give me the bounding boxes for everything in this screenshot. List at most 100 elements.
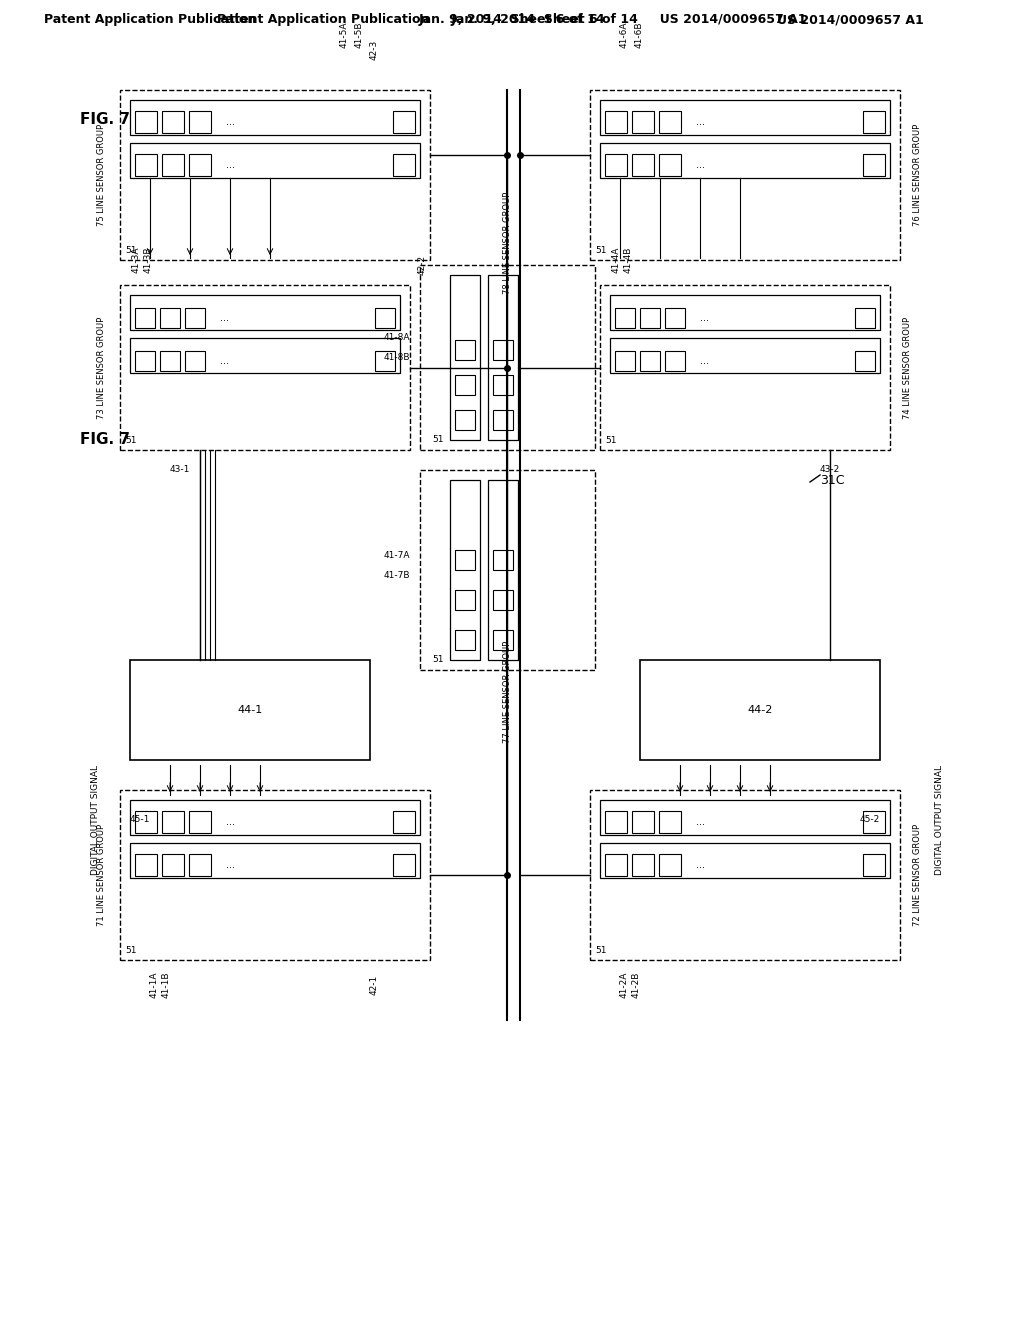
Text: 41-4A: 41-4A <box>612 247 621 273</box>
Bar <box>493 630 513 649</box>
Bar <box>130 800 420 836</box>
Bar <box>135 351 155 371</box>
Bar <box>130 143 420 178</box>
Text: 41-3A: 41-3A <box>132 247 141 273</box>
Bar <box>393 154 415 176</box>
Bar <box>493 550 513 570</box>
Bar <box>189 810 211 833</box>
Bar <box>130 100 420 135</box>
Text: ...: ... <box>226 117 234 127</box>
Text: 51: 51 <box>605 436 616 445</box>
Text: 41-7B: 41-7B <box>384 570 410 579</box>
Bar <box>493 341 513 360</box>
Bar <box>590 789 900 960</box>
Text: 41-8A: 41-8A <box>384 333 410 342</box>
Bar <box>605 854 627 876</box>
Bar <box>659 854 681 876</box>
Text: 42-2: 42-2 <box>418 255 427 275</box>
Bar <box>590 90 900 260</box>
Text: 41-7A: 41-7A <box>384 550 410 560</box>
Text: Patent Application Publication     Jan. 9, 2014  Sheet 6 of 14     US 2014/00096: Patent Application Publication Jan. 9, 2… <box>217 13 807 26</box>
Bar <box>855 351 874 371</box>
Bar <box>665 308 685 327</box>
Text: 77 LINE SENSOR GROUP: 77 LINE SENSOR GROUP <box>503 642 512 743</box>
Bar <box>135 111 157 133</box>
Text: Jan. 9, 2014  Sheet 6 of 14: Jan. 9, 2014 Sheet 6 of 14 <box>419 13 605 26</box>
Bar <box>455 550 475 570</box>
Bar <box>185 351 205 371</box>
Text: 75 LINE SENSOR GROUP: 75 LINE SENSOR GROUP <box>97 124 106 226</box>
Bar <box>632 111 654 133</box>
Text: 74 LINE SENSOR GROUP: 74 LINE SENSOR GROUP <box>903 317 912 418</box>
Bar <box>659 810 681 833</box>
Text: ...: ... <box>696 160 705 170</box>
Text: 41-3B: 41-3B <box>144 247 153 273</box>
Text: US 2014/0009657 A1: US 2014/0009657 A1 <box>776 13 924 26</box>
Text: 72 LINE SENSOR GROUP: 72 LINE SENSOR GROUP <box>913 824 923 927</box>
Bar <box>162 810 184 833</box>
Bar <box>450 275 480 440</box>
Bar <box>600 843 890 878</box>
Bar <box>455 375 475 395</box>
Text: 41-2A: 41-2A <box>620 972 629 998</box>
Text: 41-5A: 41-5A <box>340 21 349 49</box>
Text: 51: 51 <box>595 946 606 954</box>
Bar <box>493 411 513 430</box>
Text: 41-2B: 41-2B <box>632 972 641 998</box>
Bar <box>135 308 155 327</box>
Bar <box>665 351 685 371</box>
Bar <box>610 294 880 330</box>
Bar <box>610 338 880 374</box>
Bar <box>160 308 180 327</box>
Text: FIG. 7: FIG. 7 <box>80 433 130 447</box>
Text: 73 LINE SENSOR GROUP: 73 LINE SENSOR GROUP <box>97 317 106 418</box>
Text: ...: ... <box>226 861 234 870</box>
Bar <box>600 100 890 135</box>
Text: 31C: 31C <box>820 474 845 487</box>
Text: ...: ... <box>220 356 229 366</box>
Bar <box>420 265 595 450</box>
Bar <box>162 111 184 133</box>
Text: 51: 51 <box>125 436 136 445</box>
Bar <box>615 308 635 327</box>
Bar <box>375 351 395 371</box>
Text: ...: ... <box>696 117 705 127</box>
Bar <box>130 843 420 878</box>
Bar <box>632 154 654 176</box>
Text: 51: 51 <box>432 655 443 664</box>
Bar <box>375 308 395 327</box>
Text: 45-1: 45-1 <box>130 816 151 825</box>
Bar <box>120 285 410 450</box>
Bar <box>640 660 880 760</box>
Text: 45-2: 45-2 <box>860 816 880 825</box>
Bar <box>130 294 400 330</box>
Bar <box>450 480 480 660</box>
Bar <box>863 111 885 133</box>
Bar <box>120 90 430 260</box>
Text: 41-6A: 41-6A <box>620 21 629 49</box>
Bar <box>615 351 635 371</box>
Bar <box>863 154 885 176</box>
Text: 41-5B: 41-5B <box>355 21 364 49</box>
Text: Patent Application Publication: Patent Application Publication <box>44 13 256 26</box>
Text: ...: ... <box>220 313 229 323</box>
Bar <box>659 111 681 133</box>
Text: 43-2: 43-2 <box>820 465 840 474</box>
Bar <box>605 154 627 176</box>
Bar <box>420 470 595 671</box>
Text: 71 LINE SENSOR GROUP: 71 LINE SENSOR GROUP <box>97 824 106 927</box>
Bar <box>488 275 518 440</box>
Bar <box>493 375 513 395</box>
Bar <box>162 154 184 176</box>
Bar <box>455 590 475 610</box>
Bar <box>393 111 415 133</box>
Text: 51: 51 <box>595 246 606 255</box>
Text: FIG. 7: FIG. 7 <box>80 112 130 128</box>
Text: DIGITAL OUTPUT SIGNAL: DIGITAL OUTPUT SIGNAL <box>90 766 99 875</box>
Text: ...: ... <box>700 313 709 323</box>
Bar <box>185 308 205 327</box>
Bar <box>640 308 660 327</box>
Text: ...: ... <box>226 160 234 170</box>
Text: DIGITAL OUTPUT SIGNAL: DIGITAL OUTPUT SIGNAL <box>936 766 944 875</box>
Bar <box>863 854 885 876</box>
